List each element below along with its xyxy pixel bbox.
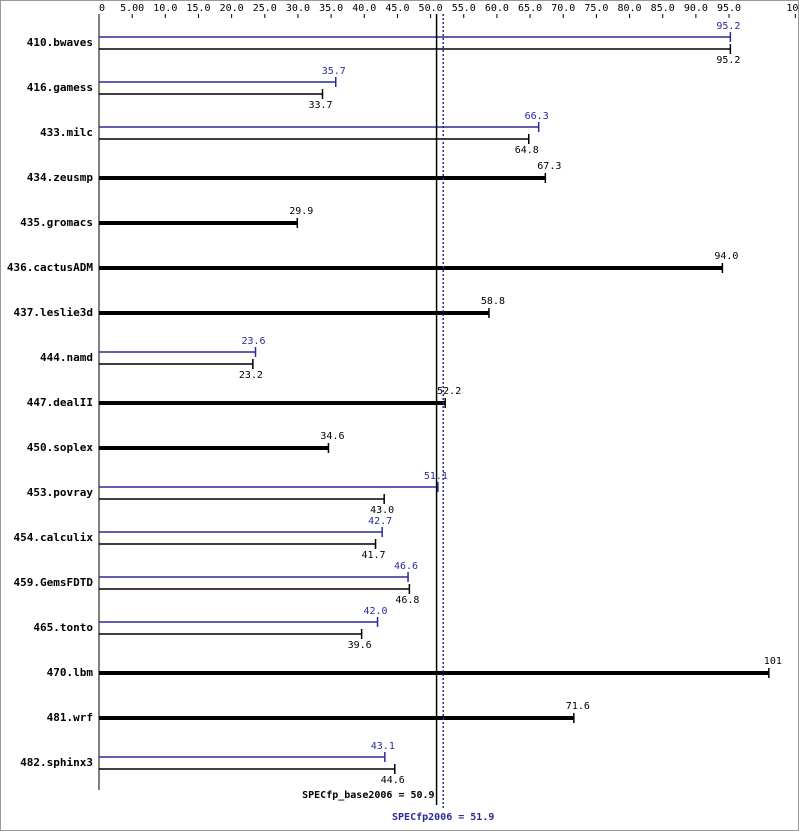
x-tick-label: 50.0 (419, 3, 443, 14)
x-tick-label: 30.0 (286, 3, 310, 14)
category-label: 470.lbm (47, 666, 94, 679)
value-label: 43.0 (370, 505, 394, 516)
value-label: 43.1 (371, 741, 395, 752)
value-label: 34.6 (320, 431, 344, 442)
x-tick-label: 75.0 (584, 3, 608, 14)
value-label: 64.8 (515, 145, 539, 156)
x-tick-label: 10.0 (153, 3, 177, 14)
category-label: 450.soplex (27, 441, 94, 454)
category-label: 481.wrf (47, 711, 93, 724)
category-label: 434.zeusmp (27, 171, 94, 184)
x-tick-label: 55.0 (452, 3, 476, 14)
category-label: 447.dealII (27, 396, 93, 409)
category-label: 459.GemsFDTD (14, 576, 94, 589)
value-label: 42.0 (363, 606, 387, 617)
value-label: 95.2 (716, 21, 740, 32)
value-label: 95.2 (716, 55, 740, 66)
category-label: 435.gromacs (20, 216, 93, 229)
value-label: 35.7 (322, 66, 346, 77)
category-label: 433.milc (40, 126, 93, 139)
x-tick-label: 105 (786, 3, 799, 14)
x-tick-label: 60.0 (485, 3, 509, 14)
value-label: 23.2 (239, 370, 263, 381)
value-label: 29.9 (289, 206, 313, 217)
value-label: 39.6 (348, 640, 372, 651)
x-tick-label: 5.00 (120, 3, 144, 14)
value-label: 41.7 (362, 550, 386, 561)
value-label: 42.7 (368, 516, 392, 527)
category-label: 437.leslie3d (14, 306, 93, 319)
category-label: 444.namd (40, 351, 93, 364)
category-label: 410.bwaves (27, 36, 93, 49)
x-tick-label: 45.0 (385, 3, 409, 14)
x-tick-label: 35.0 (319, 3, 343, 14)
category-label: 454.calculix (14, 531, 94, 544)
category-label: 465.tonto (33, 621, 93, 634)
value-label: 58.8 (481, 296, 505, 307)
value-label: 71.6 (566, 701, 590, 712)
value-label: 46.6 (394, 561, 418, 572)
x-tick-label: 85.0 (651, 3, 675, 14)
x-tick-label: 40.0 (352, 3, 376, 14)
value-label: 67.3 (537, 161, 561, 172)
x-tick-label: 65.0 (518, 3, 542, 14)
x-tick-label: 80.0 (618, 3, 642, 14)
reference-label: SPECfp_base2006 = 50.9 (302, 790, 434, 801)
value-label: 66.3 (525, 111, 549, 122)
x-tick-label: 70.0 (551, 3, 575, 14)
category-label: 482.sphinx3 (20, 756, 93, 769)
category-label: 453.povray (27, 486, 94, 499)
x-tick-label: 15.0 (186, 3, 210, 14)
x-tick-label: 0 (99, 3, 105, 14)
category-label: 436.cactusADM (7, 261, 93, 274)
value-label: 23.6 (241, 336, 265, 347)
x-tick-label: 90.0 (684, 3, 708, 14)
value-label: 101 (764, 656, 782, 667)
value-label: 46.8 (395, 595, 419, 606)
category-label: 416.gamess (27, 81, 93, 94)
x-tick-label: 25.0 (253, 3, 277, 14)
value-label: 44.6 (381, 775, 405, 786)
value-label: 52.2 (437, 386, 461, 397)
x-tick-label: 95.0 (717, 3, 741, 14)
value-label: 33.7 (308, 100, 332, 111)
value-label: 94.0 (714, 251, 738, 262)
x-tick-label: 20.0 (220, 3, 244, 14)
reference-label: SPECfp2006 = 51.9 (392, 812, 494, 823)
